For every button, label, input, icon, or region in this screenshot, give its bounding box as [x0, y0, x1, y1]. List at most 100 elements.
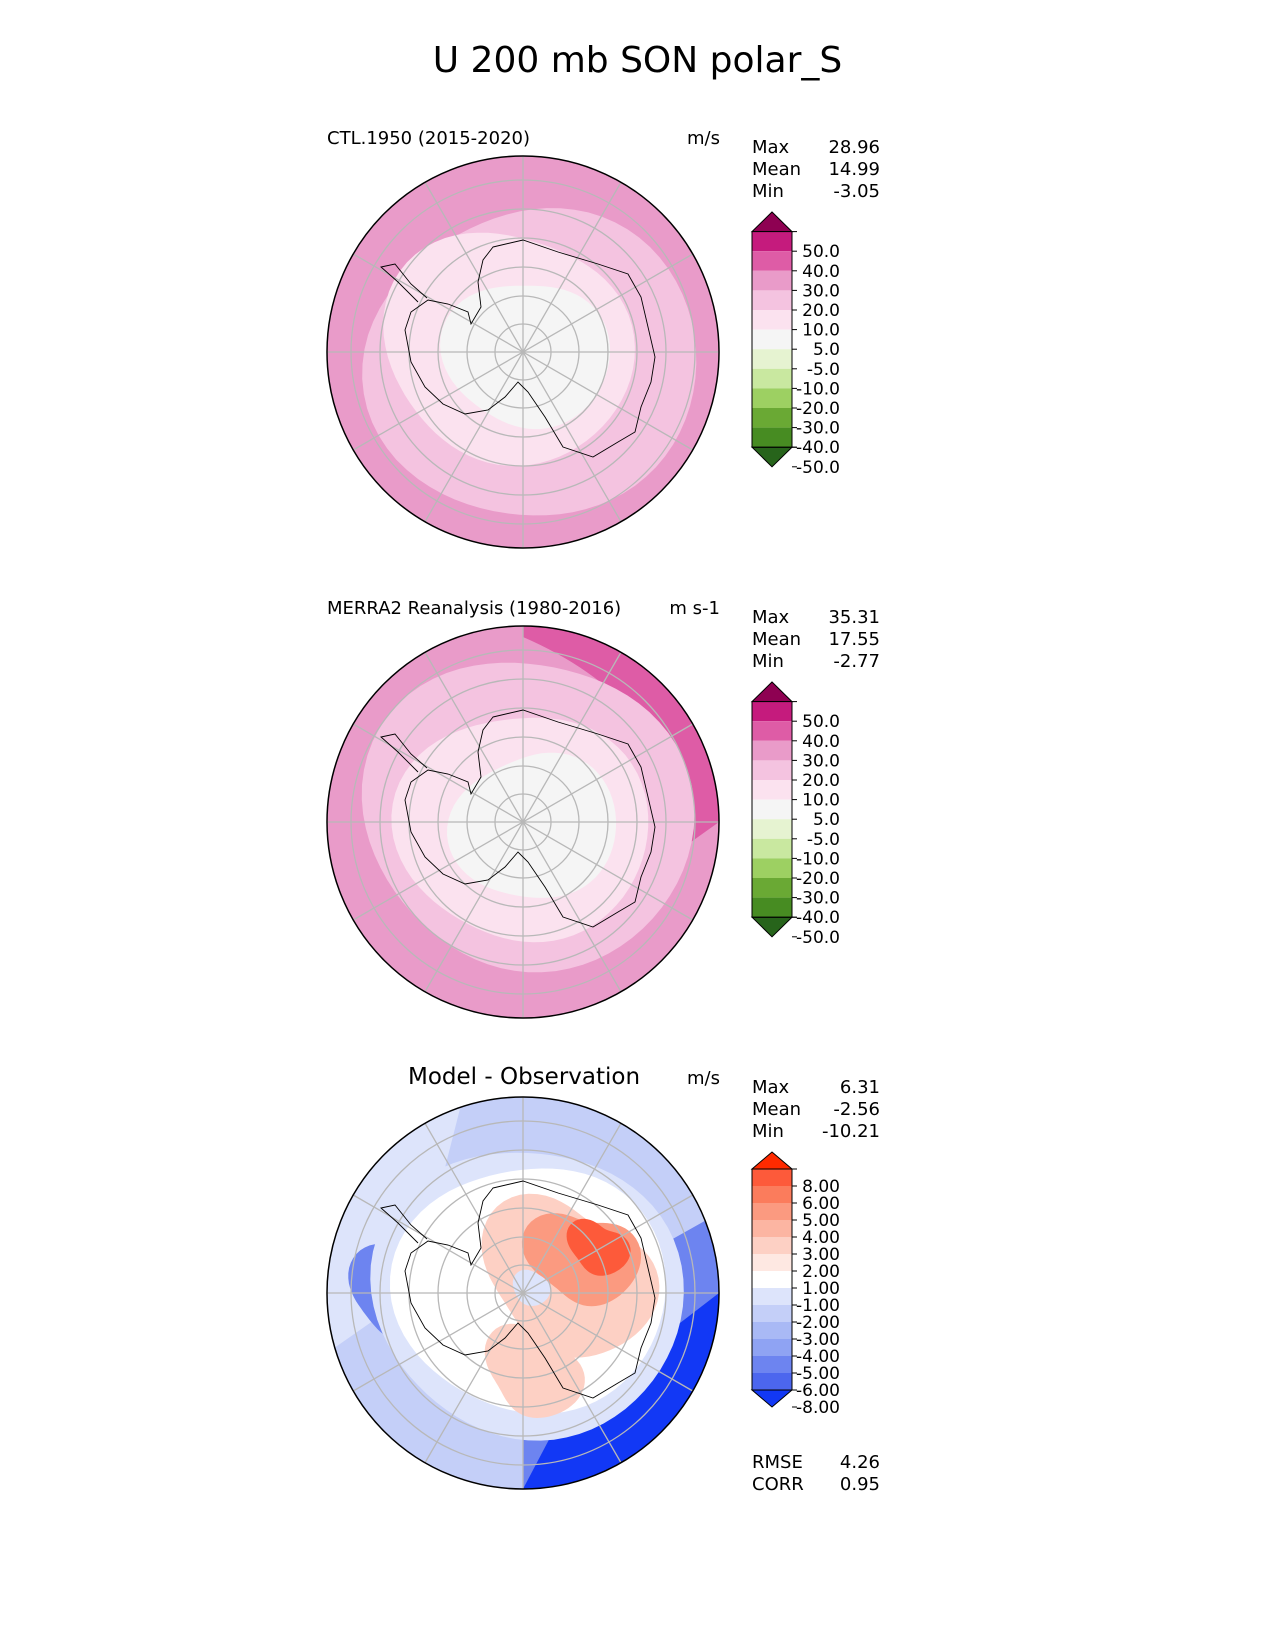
stat-label: Min [752, 181, 784, 202]
colorbar-swatch [752, 290, 792, 310]
colorbar-extend-max [750, 1151, 794, 1170]
colorbar-extend-min [750, 1389, 794, 1408]
colorbar-tick-label: -2.00 [796, 1313, 840, 1333]
colorbar-tick-label: 4.00 [802, 1228, 840, 1248]
colorbar-frame [751, 701, 793, 918]
colorbar-swatch [752, 408, 792, 428]
colorbar-tick-label: 5.0 [813, 810, 840, 830]
polar-map-3 [326, 1096, 720, 1490]
colorbar-2: 50.040.030.020.010.05.0-5.0-10.0-20.0-30… [750, 681, 840, 948]
colorbar-tick-label: -8.00 [796, 1398, 840, 1418]
colorbar-swatch [752, 1254, 792, 1271]
stat-label: Mean [752, 159, 802, 180]
colorbar-tick-label: -50.0 [796, 458, 840, 478]
colorbar-extend-min [750, 446, 794, 468]
stat-label: Min [752, 1121, 784, 1142]
stat-value: -10.21 [821, 1121, 880, 1142]
colorbar-tick-label: 30.0 [802, 281, 840, 301]
antarctica-coastline [404, 709, 656, 928]
colorbar-swatch [752, 740, 792, 761]
colorbar-frame [751, 1168, 793, 1391]
colorbar-tick-label: -5.0 [807, 830, 840, 850]
stat-value: 14.99 [828, 159, 880, 180]
colorbar-tick-label: 20.0 [802, 301, 840, 321]
colorbar-tick-label: 30.0 [802, 751, 840, 771]
colorbar-swatch [752, 701, 792, 722]
colorbar-swatch [752, 780, 792, 800]
stat-label: Mean [752, 1099, 802, 1120]
colorbar-swatch [752, 310, 792, 330]
colorbar-tick-label: -3.00 [796, 1330, 840, 1350]
stat-label: Min [752, 651, 784, 672]
panel-2-title: MERRA2 Reanalysis (1980-2016) [327, 598, 622, 619]
colorbar-1: 50.040.030.020.010.05.0-5.0-10.0-20.0-30… [750, 211, 840, 478]
graticule [327, 626, 719, 1018]
band-pole [440, 285, 610, 430]
colorbar-tick-label: -50.0 [796, 928, 840, 948]
meridian [424, 651, 622, 993]
colorbar-tick-label: -1.00 [796, 1296, 840, 1316]
colorbar-swatch [752, 760, 792, 780]
stat-value: -3.05 [833, 181, 880, 202]
antarctica-coastline [404, 239, 656, 458]
metric-value: 0.95 [839, 1474, 880, 1495]
stat-value: -2.56 [833, 1099, 880, 1120]
colorbar-swatch [752, 1339, 792, 1356]
colorbar-swatch [752, 1373, 792, 1390]
colorbar-tick-label: -4.00 [796, 1347, 840, 1367]
colorbar-tick-label: 40.0 [802, 732, 840, 752]
antarctic-peninsula [380, 733, 428, 773]
map-boundary [326, 155, 720, 549]
stat-value: 6.31 [839, 1077, 880, 1098]
band-30-40 [523, 626, 719, 842]
metric-label: RMSE [752, 1452, 803, 1473]
metric-value: 4.26 [839, 1452, 880, 1473]
panel-1-stats: Max 28.96 Mean 14.99 Min -3.05 [752, 137, 880, 203]
colorbar-tick-label: 10.0 [802, 791, 840, 811]
stat-value: -2.77 [833, 651, 880, 672]
colorbar-swatch [752, 349, 792, 369]
colorbar-tick-label: 40.0 [802, 262, 840, 282]
antarctic-peninsula [380, 1204, 428, 1244]
colorbar-swatch [752, 388, 792, 408]
panel-1-units: m/s [687, 128, 720, 149]
colorbar-swatch [752, 897, 792, 918]
colorbar-tick-label: 6.00 [802, 1194, 840, 1214]
panel-2-stats: Max 35.31 Mean 17.55 Min -2.77 [752, 607, 880, 673]
stat-value: 17.55 [828, 629, 880, 650]
colorbar-swatch [752, 838, 792, 859]
colorbar-swatch [752, 858, 792, 878]
meridian [424, 181, 622, 523]
colorbar-tick-label: -5.0 [807, 360, 840, 380]
colorbar-swatch [752, 427, 792, 448]
colorbar-swatch [752, 368, 792, 389]
colorbar-tick-label: 50.0 [802, 712, 840, 732]
panel-3-units: m/s [687, 1068, 720, 1089]
band-pole [447, 752, 616, 898]
map-boundary [326, 1096, 720, 1490]
colorbar-tick-label: 5.0 [813, 340, 840, 360]
panel-3-stats: Max 6.31 Mean -2.56 Min -10.21 [752, 1077, 880, 1143]
colorbar-tick-label: -5.00 [796, 1364, 840, 1384]
colorbar-swatch [752, 270, 792, 291]
colorbar-swatch [752, 1220, 792, 1237]
colorbar-tick-label: -30.0 [796, 889, 840, 909]
stat-label: Mean [752, 629, 802, 650]
colorbar-swatch [752, 1237, 792, 1254]
colorbar-tick-label: -10.0 [796, 849, 840, 869]
stat-label: Max [752, 1077, 790, 1098]
stat-value: 28.96 [828, 137, 880, 158]
colorbar-extend-max [750, 681, 794, 703]
colorbar-tick-label: 3.00 [802, 1245, 840, 1265]
colorbar-tick-label: 1.00 [802, 1279, 840, 1299]
colorbar-swatch [752, 878, 792, 898]
map-boundary [326, 625, 720, 1019]
colorbar-3: 8.006.005.004.003.002.001.00-1.00-2.00-3… [750, 1151, 840, 1418]
colorbar-swatch [752, 251, 792, 271]
colorbar-tick-label: -40.0 [796, 908, 840, 928]
colorbar-tick-label: 10.0 [802, 321, 840, 341]
panel-3-title: Model - Observation [408, 1064, 641, 1090]
colorbar-tick-label: -20.0 [796, 399, 840, 419]
colorbar-swatch [752, 1305, 792, 1322]
